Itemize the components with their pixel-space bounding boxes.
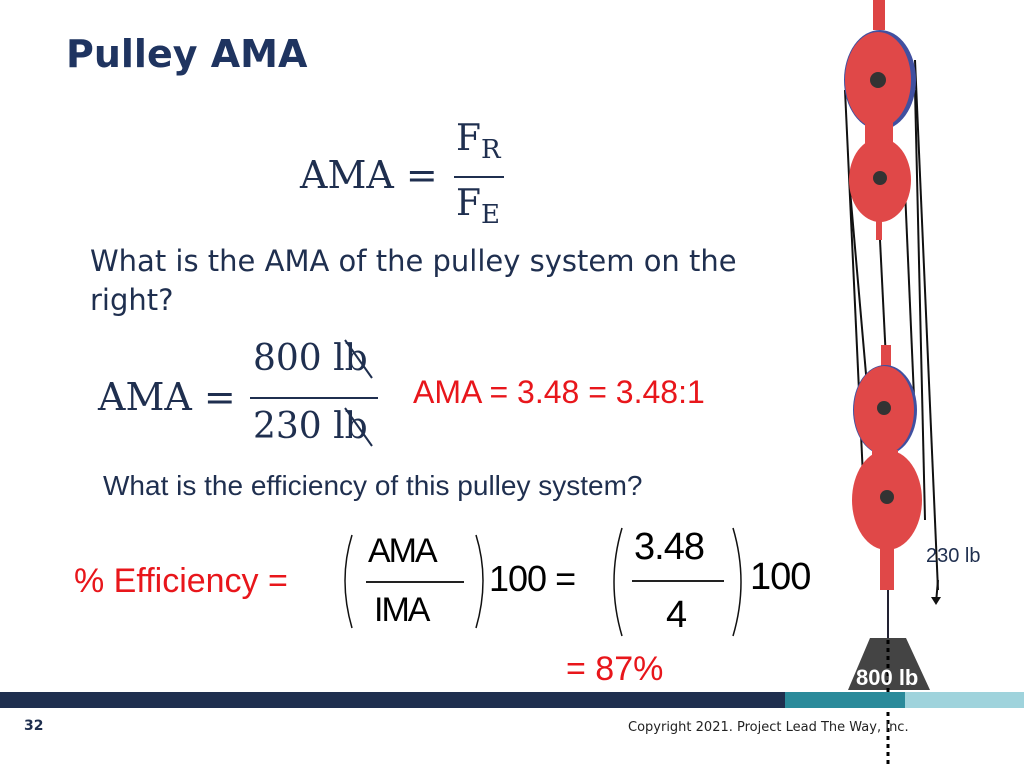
efficiency-result: = 87% <box>566 650 664 688</box>
multiplier: 100 <box>750 556 811 598</box>
formula-f: F <box>456 118 481 159</box>
effort-label: 230 lb <box>926 545 981 567</box>
fraction-denominator: IMA <box>374 591 430 629</box>
formula-sub: E <box>480 200 500 231</box>
fraction-denominator: 4 <box>666 594 688 636</box>
title: Pulley AMA <box>66 32 308 76</box>
fraction-line <box>632 580 724 582</box>
calc-denominator: 230 lb <box>253 406 368 447</box>
question: What is the efficiency of this pulley sy… <box>103 470 643 501</box>
efficiency-label: % Efficiency = <box>74 562 288 600</box>
answer: AMA = 3.48 = 3.48:1 <box>413 374 705 410</box>
load-label: 800 lb <box>856 665 919 690</box>
formula-f: F <box>456 183 481 224</box>
formula-lhs: AMA = <box>300 153 438 197</box>
multiplier: 100 = <box>489 558 576 599</box>
fraction-line <box>250 397 378 399</box>
question: What is the AMA of the pulley system on … <box>90 244 737 317</box>
calc-numerator: 800 lb <box>253 338 368 379</box>
fraction-line <box>366 581 464 583</box>
fraction-line <box>454 176 504 178</box>
copyright: Copyright 2021. Project Lead The Way, In… <box>628 720 909 735</box>
fraction-numerator: 3.48 <box>634 526 705 568</box>
fraction-numerator: AMA <box>368 532 438 570</box>
formula-numerator: FR <box>456 118 501 165</box>
page-number: 32 <box>24 718 44 734</box>
calc-lhs: AMA = <box>98 375 236 419</box>
formula-sub: R <box>480 135 501 166</box>
formula-denominator: FE <box>456 183 500 230</box>
